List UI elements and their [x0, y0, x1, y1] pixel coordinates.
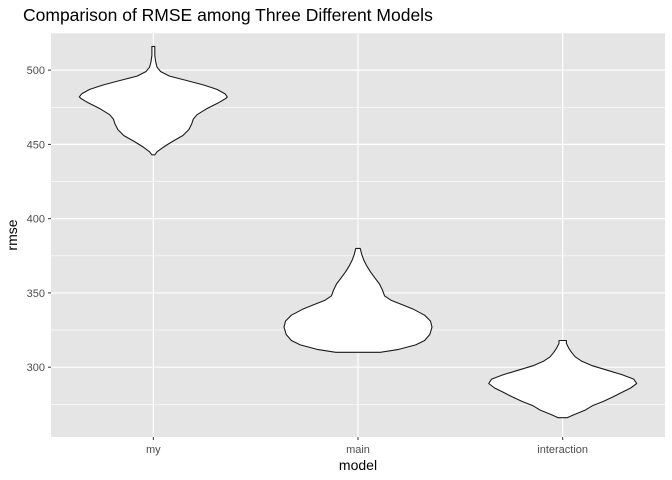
x-tick-label: my	[146, 444, 161, 456]
y-axis: 300 350 400 450 500	[27, 65, 51, 374]
y-tick-label: 350	[27, 288, 45, 300]
violins	[78, 45, 638, 419]
y-axis-title: rmse	[4, 219, 20, 250]
x-tick-label: interaction	[537, 444, 588, 456]
x-axis-title: model	[339, 457, 377, 473]
x-tick-label: main	[346, 444, 370, 456]
violin-my	[78, 45, 228, 156]
y-tick-label: 450	[27, 139, 45, 151]
y-tick-label: 300	[27, 362, 45, 374]
y-tick-label: 500	[27, 65, 45, 77]
chart-title: Comparison of RMSE among Three Different…	[23, 5, 433, 25]
violin-main	[283, 247, 433, 353]
violin-interaction	[488, 339, 638, 419]
x-axis: my main interaction	[146, 437, 588, 456]
y-tick-label: 400	[27, 214, 45, 226]
